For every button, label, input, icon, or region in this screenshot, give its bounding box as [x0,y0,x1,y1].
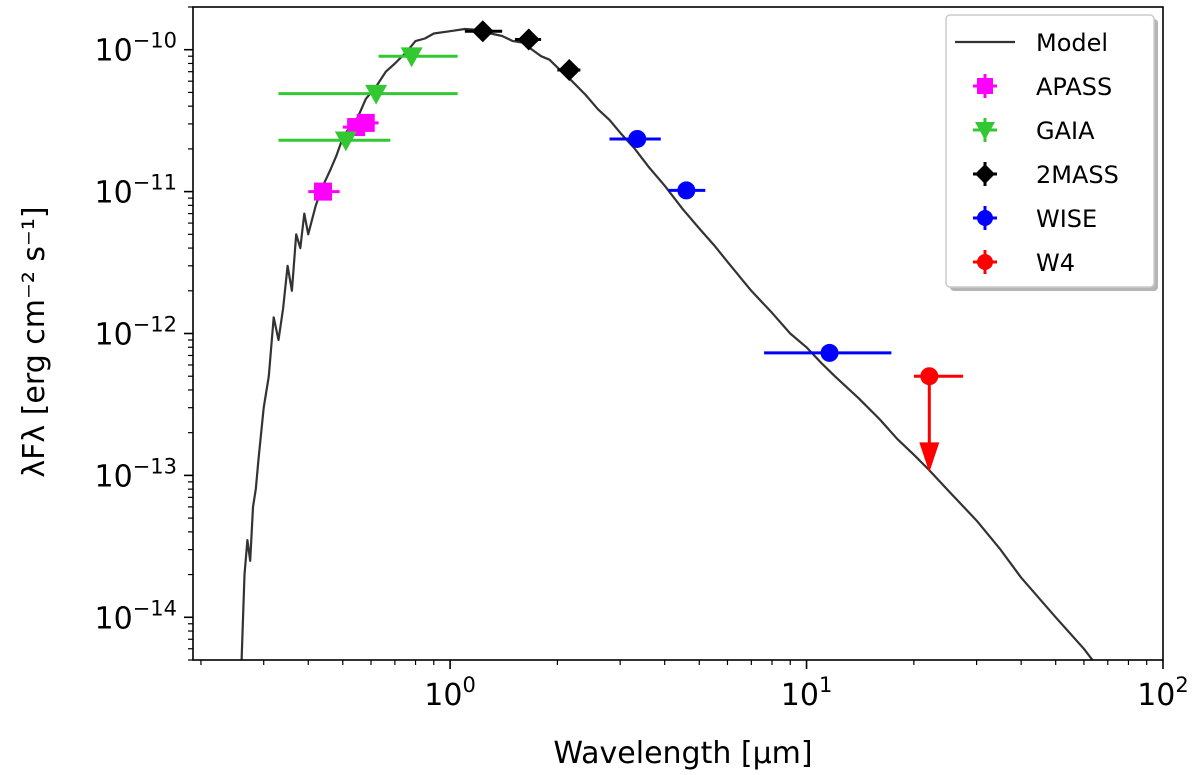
wise-point-2 [820,343,839,362]
2mass-point-0 [471,20,494,43]
legend-marker-w4 [977,254,993,270]
x-axis-label: Wavelength [μm] [553,736,812,771]
legend-label-apass: APASS [1036,73,1112,101]
x-tick-label: 102 [1137,673,1189,713]
legend-label-2mass: 2MASS [1036,161,1119,189]
y-tick-label: 10−12 [94,313,177,353]
model-line [240,27,1094,660]
y-axis-label: λFλ [erg cm⁻² s⁻¹] [17,206,52,477]
plot-area [240,20,1094,660]
legend-entry-w4: W4 [973,249,1075,277]
legend-entry-2mass: 2MASS [973,161,1119,189]
legend: Model APASS GAIA 2MASS WISE W4 [945,14,1158,291]
gaia-point-0 [334,131,357,152]
series-w4 [913,367,964,473]
series-apass [308,113,379,201]
legend-label-gaia: GAIA [1036,117,1095,145]
series-gaia [278,47,458,152]
legend-label-wise: WISE [1036,205,1097,233]
apass-point-2 [356,113,375,132]
gaia-point-2 [400,47,423,68]
legend-marker-wise [977,210,993,226]
y-tick-label: 10−14 [94,596,177,636]
series-wise [609,129,892,362]
series-2mass [464,20,581,81]
x-tick-label: 100 [424,673,476,713]
legend-marker-2mass [975,164,995,184]
apass-point-0 [313,182,332,201]
legend-label-w4: W4 [1036,249,1075,277]
w4-upper-limit-arrow-0 [919,442,940,473]
legend-marker-apass [977,78,993,94]
axes: 100 101 102 10−10 10−11 10−12 10−13 10−14 [94,6,1189,713]
legend-entry-wise: WISE [973,205,1097,233]
y-tick-label: 10−13 [94,454,177,494]
w4-point-0 [920,367,939,386]
legend-label-model: Model [1036,29,1108,57]
gaia-point-1 [365,84,388,105]
legend-box [945,14,1155,288]
legend-entry-gaia: GAIA [973,117,1095,145]
2mass-point-1 [517,28,540,51]
y-tick-label: 10−11 [94,171,177,211]
legend-marker-gaia [975,122,995,140]
legend-entry-apass: APASS [973,73,1112,101]
wise-point-1 [677,181,696,200]
2mass-point-2 [558,58,581,81]
x-tick-label: 101 [781,673,833,713]
legend-entry-model: Model [955,29,1108,57]
wise-point-0 [628,129,647,148]
y-tick-label: 10−10 [94,29,177,69]
